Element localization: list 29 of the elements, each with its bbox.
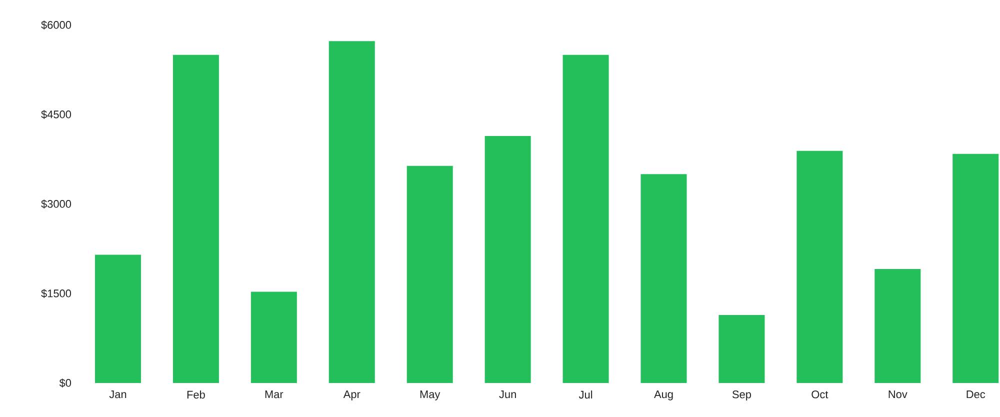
bar [640, 174, 687, 383]
bar [250, 292, 297, 383]
x-tick-label: Mar [265, 390, 284, 398]
bar [718, 314, 765, 383]
bar [406, 166, 453, 383]
bar [484, 136, 531, 383]
bar [94, 254, 141, 383]
y-tick-label: $3000 [41, 200, 72, 208]
x-tick-label: Oct [812, 390, 828, 398]
x-tick-label: Aug [654, 390, 673, 400]
x-tick-label: Jun [499, 390, 516, 398]
bar [172, 54, 219, 383]
x-tick-label: Nov [888, 390, 908, 398]
y-tick-label: $0 [59, 378, 72, 388]
bar [562, 54, 609, 383]
bar [328, 41, 375, 383]
x-tick-label: Jan [109, 390, 126, 398]
x-tick-label: Sep [732, 390, 751, 400]
x-tick-label: May [420, 390, 440, 400]
x-tick-label: Feb [187, 390, 205, 399]
bar [952, 154, 999, 383]
y-tick-label: $1500 [41, 289, 72, 298]
y-tick-label: $6000 [41, 20, 72, 30]
x-tick-label: Apr [343, 390, 360, 400]
bar [796, 150, 843, 383]
x-tick-label: Dec [966, 390, 986, 398]
x-tick-label: Jul [578, 390, 592, 399]
bar [874, 269, 921, 383]
y-tick-label: $4500 [41, 110, 72, 119]
